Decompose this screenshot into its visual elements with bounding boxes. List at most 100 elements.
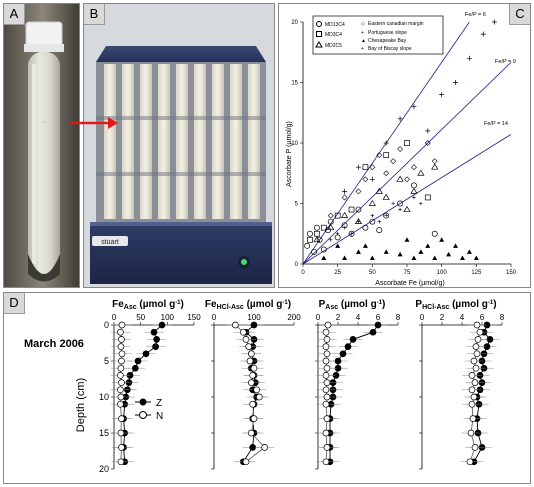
point-n <box>117 328 124 336</box>
point-n <box>118 336 125 343</box>
point-circle <box>320 246 327 253</box>
point-filled-triangle <box>446 251 452 257</box>
point-n <box>118 379 125 386</box>
point-square <box>383 152 390 158</box>
point-filled-triangle <box>473 255 479 260</box>
ratio-line <box>302 134 512 265</box>
point-filled-triangle <box>439 237 445 242</box>
point-filled-triangle <box>432 255 438 260</box>
subplot-xtick-label: 50 <box>136 313 145 322</box>
subplot-xtick-label: 8 <box>396 313 401 322</box>
series-z-line <box>123 324 163 462</box>
subplot-xtick-label: 4 <box>356 313 361 322</box>
chart-c-xtick-label: 50 <box>369 270 376 276</box>
point-filled-triangle <box>383 249 389 254</box>
point-circle <box>313 224 320 231</box>
point-small-plus <box>335 231 340 236</box>
point-circle <box>348 230 355 237</box>
point-triangle <box>382 193 390 200</box>
point-n <box>322 328 330 336</box>
point-triangle <box>368 199 376 206</box>
point-n <box>476 328 484 336</box>
date-label: March 2006 <box>24 338 84 350</box>
ascorbate-scatter-chart: Ascorbate P (µmol/g) Ascorbate Fe (µmol/… <box>279 4 530 287</box>
point-triangle <box>375 187 383 194</box>
point-n <box>323 393 331 401</box>
point-plus <box>491 19 497 25</box>
brand-label: stuart <box>101 239 119 246</box>
subplot-xtick-label: 4 <box>460 313 465 322</box>
point-n <box>249 400 257 408</box>
point-circle <box>311 248 318 255</box>
subplot-xtick-label: 100 <box>247 313 261 322</box>
point-n <box>322 372 330 379</box>
point-diamond <box>424 140 431 146</box>
point-n <box>323 415 331 422</box>
subplot-xtick-label: 6 <box>480 313 485 322</box>
subplot-ytick-label: 15 <box>99 428 109 438</box>
chart-c-ytick-label: 15 <box>291 81 298 87</box>
point-square <box>348 206 355 213</box>
point-z <box>131 364 139 372</box>
chart-c-xtick-label: 0 <box>301 270 305 276</box>
point-plus <box>453 80 459 85</box>
point-small-plus <box>391 201 395 206</box>
point-n <box>473 350 481 358</box>
depth-axis-label: Depth (cm) <box>75 378 87 432</box>
point-filled-triangle <box>397 251 403 257</box>
legend-n: N <box>156 411 163 422</box>
chart-d-legend: Z N <box>135 398 163 422</box>
point-n <box>250 415 258 422</box>
point-filled-triangle <box>404 237 410 242</box>
legend-md3c4: MD3C4 <box>325 32 342 38</box>
point-filled-triangle <box>411 255 417 260</box>
point-filled-triangle <box>459 255 465 260</box>
point-small-plus <box>342 225 347 230</box>
red-arrow <box>70 117 118 129</box>
point-z <box>374 321 382 329</box>
point-n <box>468 372 476 379</box>
point-z <box>153 336 161 343</box>
legend-biscay: Bay of Biscay slope <box>368 46 412 52</box>
point-z <box>250 321 258 329</box>
point-n <box>117 386 124 394</box>
point-n <box>473 321 481 329</box>
point-small-plus <box>356 219 361 224</box>
chart-c-xtick-label: 125 <box>471 270 482 276</box>
point-n <box>117 364 125 372</box>
subplot-xtick-label: 100 <box>161 313 175 322</box>
point-n <box>247 429 255 437</box>
depth-profiles-chart: March 2006 Depth (cm) FeAsc (µmol g-1)0 5… <box>24 299 505 474</box>
point-diamond <box>327 212 334 219</box>
series-n-line <box>469 324 481 462</box>
point-diamond <box>390 158 397 165</box>
point-circle <box>376 227 383 234</box>
point-plus <box>480 31 486 37</box>
subplot-xtick-label: 6 <box>376 313 381 322</box>
point-n <box>467 429 475 437</box>
point-plus <box>466 55 472 61</box>
legend-eastern-canadian: Eastern canadian margin <box>368 21 424 27</box>
chart-c-ytick-label: 10 <box>291 141 298 147</box>
point-n <box>323 350 331 358</box>
panel-d-chart: D March 2006 Depth (cm) FeAsc (µmol g-1)… <box>3 292 531 484</box>
point-n <box>470 357 478 365</box>
point-filled-triangle <box>321 255 327 260</box>
point-diamond <box>383 170 390 177</box>
subplot-title: FeHCl-Asc (µmol g-1) <box>205 299 291 311</box>
point-plus <box>369 176 375 182</box>
point-square <box>320 224 327 231</box>
legend-chesapeake: Chesapeake Bay <box>368 38 407 44</box>
point-n <box>322 458 330 466</box>
point-diamond <box>341 194 348 201</box>
point-z <box>158 321 166 329</box>
series-z-line <box>473 324 491 463</box>
point-triangle <box>340 211 349 218</box>
point-n <box>471 444 479 451</box>
point-n <box>239 328 247 336</box>
point-diamond <box>369 164 376 171</box>
point-n <box>117 429 125 437</box>
subplot-ytick-label: 0 <box>104 320 109 330</box>
point-diamond <box>355 188 362 195</box>
subplot-xtick-label: 2 <box>440 313 445 322</box>
